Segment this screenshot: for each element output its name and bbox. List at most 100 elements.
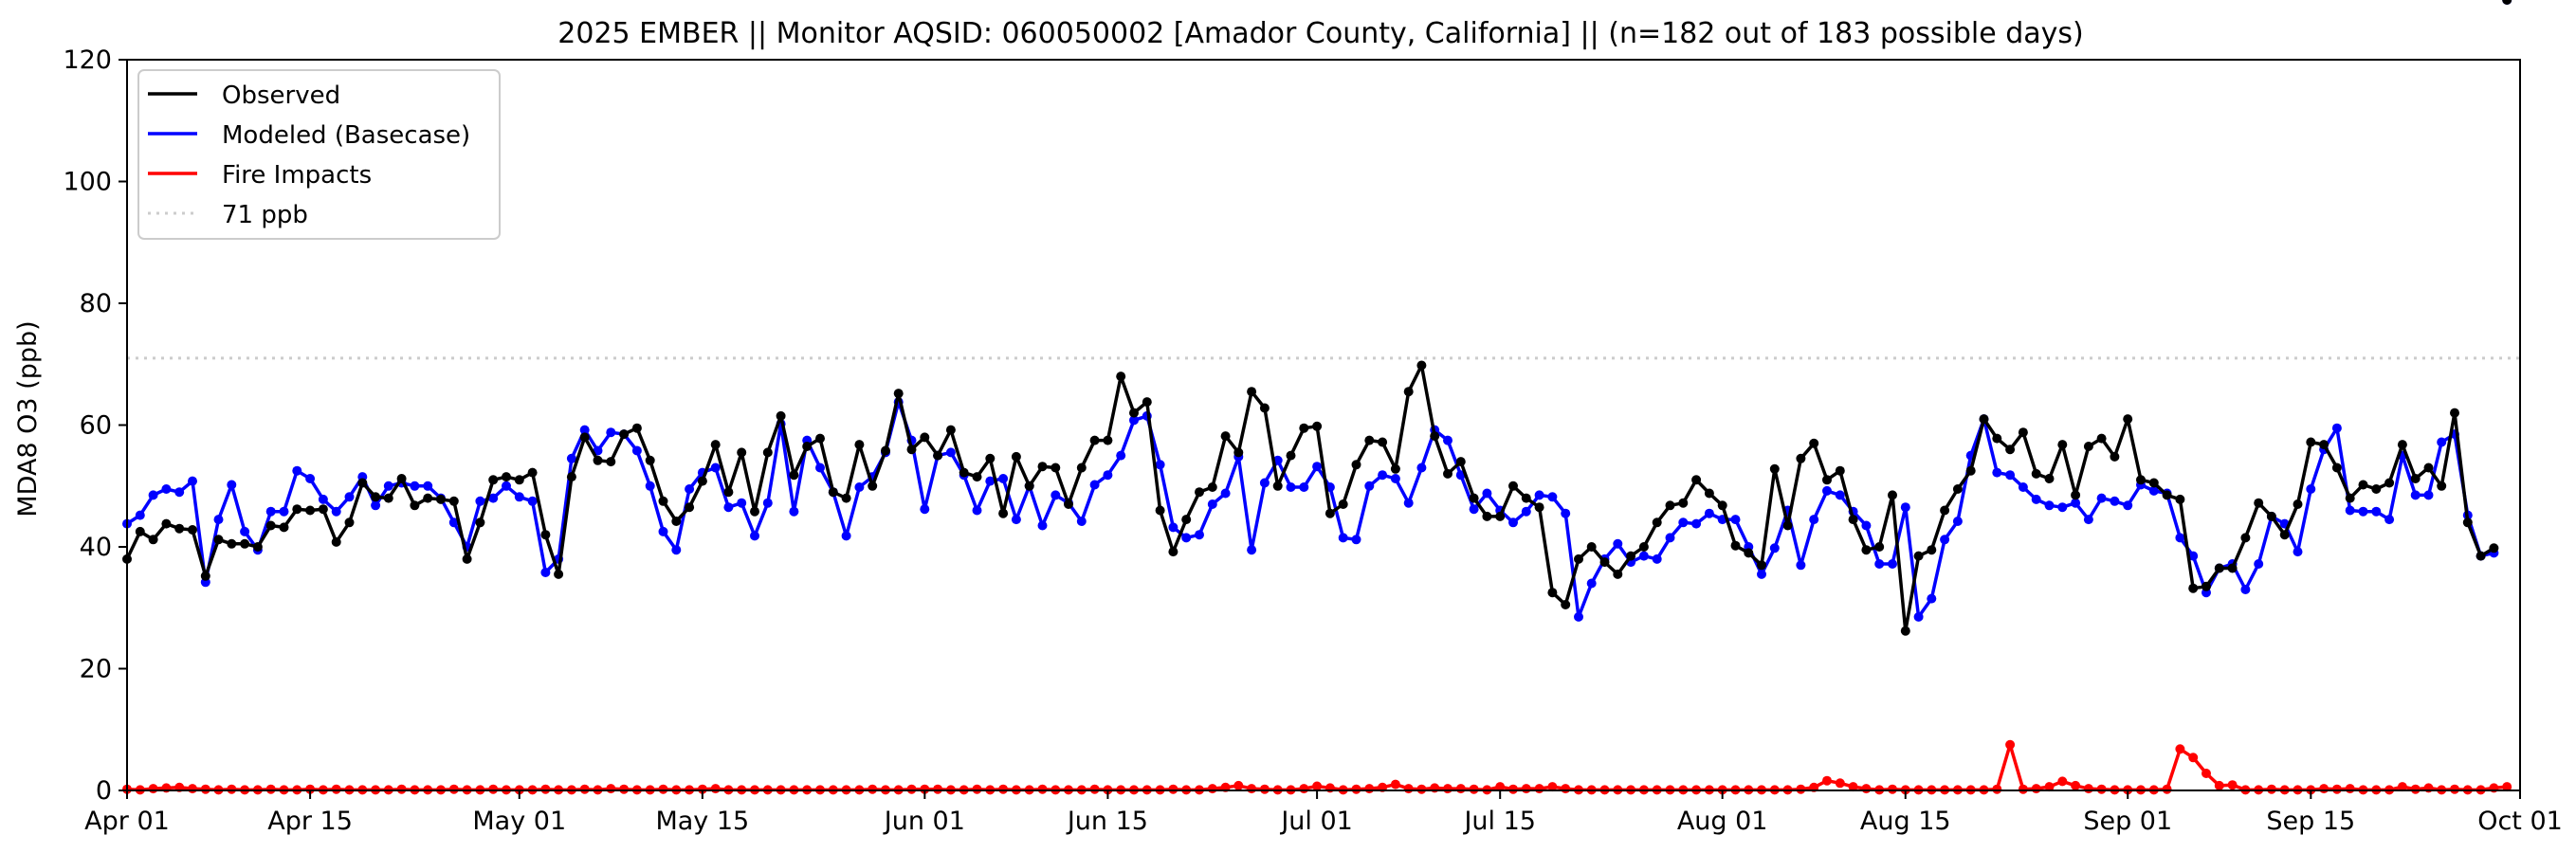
data-point-observed	[566, 472, 576, 482]
data-point-modeled	[148, 490, 158, 500]
data-point-modeled	[2254, 559, 2264, 569]
data-point-modeled	[1547, 492, 1558, 502]
data-point-modeled	[1678, 517, 1689, 528]
data-point-observed	[2031, 468, 2041, 479]
data-point-fire	[1259, 784, 1270, 794]
data-point-observed	[906, 445, 917, 455]
x-tick-label: May 15	[655, 807, 749, 836]
data-point-observed	[2136, 475, 2146, 485]
data-point-modeled	[502, 481, 511, 491]
data-point-modeled	[1286, 482, 1296, 492]
data-point-observed	[854, 440, 865, 450]
data-point-modeled	[1103, 470, 1113, 481]
y-tick-label: 60	[80, 411, 112, 441]
data-point-fire	[2410, 784, 2421, 794]
data-point-modeled	[1822, 485, 1832, 496]
data-point-observed	[815, 433, 825, 444]
data-point-observed	[2240, 533, 2251, 543]
data-point-modeled	[1704, 508, 1714, 518]
data-point-observed	[1992, 433, 2002, 444]
data-point-modeled	[227, 480, 237, 490]
data-point-observed	[1272, 481, 1283, 491]
data-point-modeled	[1574, 611, 1583, 622]
chart-title: 2025 EMBER || Monitor AQSID: 060050002 […	[557, 17, 2083, 50]
data-point-modeled	[815, 463, 825, 473]
data-point-fire	[697, 784, 707, 794]
data-point-observed	[1103, 435, 1113, 445]
data-point-observed	[161, 518, 172, 529]
series-observed	[122, 0, 2512, 636]
y-tick-label: 120	[63, 45, 112, 75]
data-point-modeled	[1940, 535, 1950, 545]
data-point-observed	[998, 508, 1009, 518]
data-point-fire	[188, 784, 197, 794]
data-point-fire	[2175, 744, 2185, 754]
data-point-modeled	[710, 463, 721, 473]
data-point-fire	[2057, 776, 2068, 787]
data-point-observed	[750, 506, 759, 517]
data-point-observed	[1195, 487, 1204, 498]
data-point-observed	[1390, 463, 1400, 474]
data-point-observed	[1168, 547, 1178, 557]
y-axis-label: MDA8 O3 (ppb)	[13, 320, 43, 517]
data-point-fire	[200, 784, 210, 794]
data-point-observed	[423, 493, 433, 503]
data-point-observed	[789, 470, 799, 481]
data-point-observed	[2371, 484, 2382, 494]
data-point-observed	[2071, 490, 2081, 500]
data-point-modeled	[1861, 520, 1872, 531]
data-point-modeled	[1952, 517, 1963, 526]
data-point-observed	[2110, 451, 2120, 462]
data-point-observed	[1769, 463, 1780, 474]
data-point-observed	[2188, 583, 2199, 593]
data-point-observed	[685, 502, 695, 513]
data-point-observed	[2201, 581, 2211, 591]
x-tick-label: Apr 15	[267, 807, 353, 836]
data-point-observed	[802, 442, 813, 451]
data-point-modeled	[2188, 551, 2199, 561]
data-point-modeled	[1913, 611, 1924, 622]
data-point-modeled	[671, 545, 682, 555]
data-point-observed	[2410, 474, 2421, 483]
data-point-modeled	[841, 531, 851, 541]
data-point-fire	[2266, 784, 2276, 794]
data-point-observed	[462, 554, 472, 564]
data-point-fire	[1888, 784, 1897, 794]
data-point-observed	[710, 440, 721, 450]
data-point-modeled	[1508, 517, 1518, 528]
data-point-observed	[1965, 465, 1976, 476]
data-point-modeled	[945, 447, 956, 458]
data-point-fire	[1312, 781, 1323, 791]
data-point-observed	[1325, 508, 1335, 518]
data-point-fire	[998, 784, 1009, 794]
y-tick-label: 40	[80, 533, 112, 562]
data-point-fire	[1416, 784, 1427, 794]
data-point-modeled	[318, 494, 328, 504]
data-point-observed	[671, 517, 682, 526]
data-point-modeled	[1835, 490, 1845, 500]
data-point-observed	[579, 432, 590, 443]
data-point-modeled	[1116, 450, 1126, 461]
data-point-fire	[265, 784, 276, 794]
data-point-observed	[737, 447, 747, 458]
data-point-observed	[2345, 493, 2355, 503]
data-point-observed	[593, 455, 603, 465]
data-point-fire	[2071, 780, 2081, 790]
data-point-modeled	[514, 492, 524, 502]
x-tick-label: Apr 01	[84, 807, 170, 836]
data-point-modeled	[1037, 520, 1048, 531]
x-tick-label: Jul 15	[1462, 807, 1536, 836]
x-tick-label: Jun 01	[883, 807, 965, 836]
data-point-fire	[1455, 784, 1466, 794]
data-point-modeled	[2384, 515, 2395, 525]
data-point-observed	[2279, 530, 2290, 540]
data-point-fire	[1469, 784, 1479, 794]
data-point-observed	[2331, 463, 2342, 473]
data-point-modeled	[2123, 500, 2133, 511]
data-point-fire	[1390, 779, 1400, 789]
data-point-modeled	[606, 427, 616, 438]
legend-box	[137, 69, 501, 240]
data-point-modeled	[1730, 515, 1741, 525]
data-point-modeled	[1809, 515, 1819, 525]
data-point-observed	[1888, 490, 1897, 500]
